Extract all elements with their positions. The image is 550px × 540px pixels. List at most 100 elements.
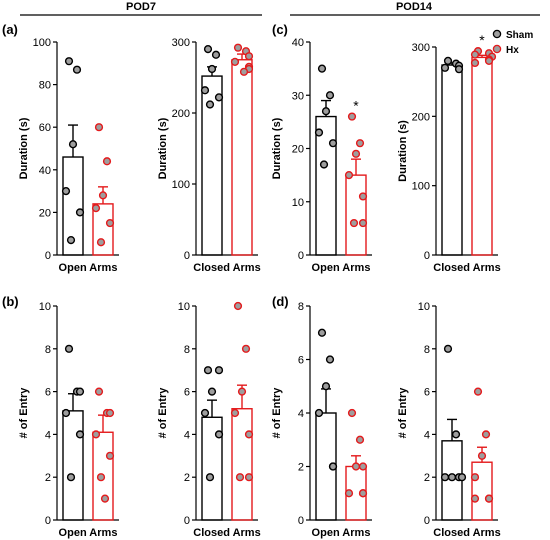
point-hx [230,408,240,418]
point-hx [244,52,254,61]
y-tick-label: 10 [292,197,304,209]
point-sham [207,387,217,396]
point-sham [200,408,210,418]
y-tick-label: 8 [424,344,430,356]
point-sham [325,355,335,364]
y-tick-label: 0 [298,515,304,527]
legend-label-sham: Sham [506,30,533,41]
bar-hx [471,461,493,521]
point-sham [75,430,85,439]
x-axis-label: Open Arms [59,262,118,274]
point-hx [484,56,494,65]
point-hx [235,473,245,482]
point-sham [214,93,224,102]
point-sham [205,100,215,109]
point-sham [203,44,213,54]
point-hx [233,301,243,311]
x-axis-label: Closed Arms [433,527,500,539]
point-hx [349,218,359,228]
point-hx [230,57,240,66]
y-axis-label: # of Entry [157,387,169,439]
point-hx [94,387,104,396]
point-sham [72,65,82,74]
legend: Sham Hx [492,29,533,56]
point-hx [91,430,101,439]
y-tick-label: 200 [412,111,430,123]
y-tick-label: 60 [39,122,51,134]
point-hx [94,123,104,132]
point-sham [321,382,331,391]
y-tick-label: 2 [184,472,190,484]
point-hx [358,489,368,498]
y-tick-label: 8 [184,344,190,356]
significance-marker: * [353,98,359,114]
point-hx [470,473,480,482]
plot-c-open: 0 10 20 30 40 Duration (s) Open Arms * [271,37,372,274]
y-tick-label: 6 [184,387,190,399]
y-tick-label: 8 [45,344,51,356]
y-tick-label: 0 [298,250,304,262]
point-hx [351,462,361,471]
bar-sham [62,410,84,521]
y-tick-label: 20 [39,207,51,219]
point-sham [205,473,215,482]
y-tick-label: 10 [418,301,430,313]
y-tick-label: 10 [39,301,51,313]
point-hx [105,408,115,418]
point-hx [470,494,480,503]
y-tick-label: 40 [39,165,51,177]
point-hx [241,344,251,353]
point-hx [355,139,365,148]
y-tick-label: 100 [172,179,190,191]
point-hx [100,494,110,503]
y-tick-label: 10 [178,301,190,313]
y-tick-label: 6 [298,355,304,367]
point-hx [105,451,115,460]
point-hx [347,112,357,121]
point-sham [211,50,221,59]
point-sham [440,473,450,482]
panel-label-c: (c) [272,22,288,37]
y-tick-label: 6 [424,387,430,399]
x-axis-label: Open Arms [312,527,371,539]
point-sham [447,473,457,482]
point-hx [355,435,365,444]
plot-c-closed: 0 100 200 300 Duration (s) Closed Arms * [397,32,501,274]
point-hx [477,451,487,460]
panel-label-a: (a) [2,22,18,37]
y-axis-label: # of Entry [397,387,409,439]
point-sham [203,366,213,375]
point-sham [451,430,461,439]
point-sham [66,235,76,245]
y-tick-label: 100 [33,37,51,49]
point-sham [457,473,467,482]
y-axis-label: Duration (s) [271,117,283,179]
point-hx [470,58,480,68]
bar-hx [471,56,493,256]
y-tick-label: 0 [424,250,430,262]
point-hx [344,171,354,180]
point-sham [214,430,224,439]
legend-marker-sham [492,29,502,39]
y-tick-label: 80 [39,80,51,92]
point-sham [66,473,76,482]
y-tick-label: 4 [184,429,190,441]
point-hx [244,430,254,439]
y-tick-label: 0 [184,515,190,527]
y-tick-label: 4 [45,429,51,441]
y-tick-label: 6 [45,387,51,399]
point-sham [68,140,78,149]
y-axis-label: # of Entry [271,387,283,439]
point-hx [239,67,249,76]
point-sham [443,56,453,65]
point-sham [328,462,338,471]
y-tick-label: 4 [298,408,304,420]
point-hx [358,218,368,228]
panel-label-d: (d) [272,294,289,309]
point-sham [325,91,335,100]
x-axis-label: Open Arms [312,262,371,274]
header-pod7: POD7 [126,1,156,13]
point-hx [96,238,106,247]
significance-marker: * [479,32,485,48]
